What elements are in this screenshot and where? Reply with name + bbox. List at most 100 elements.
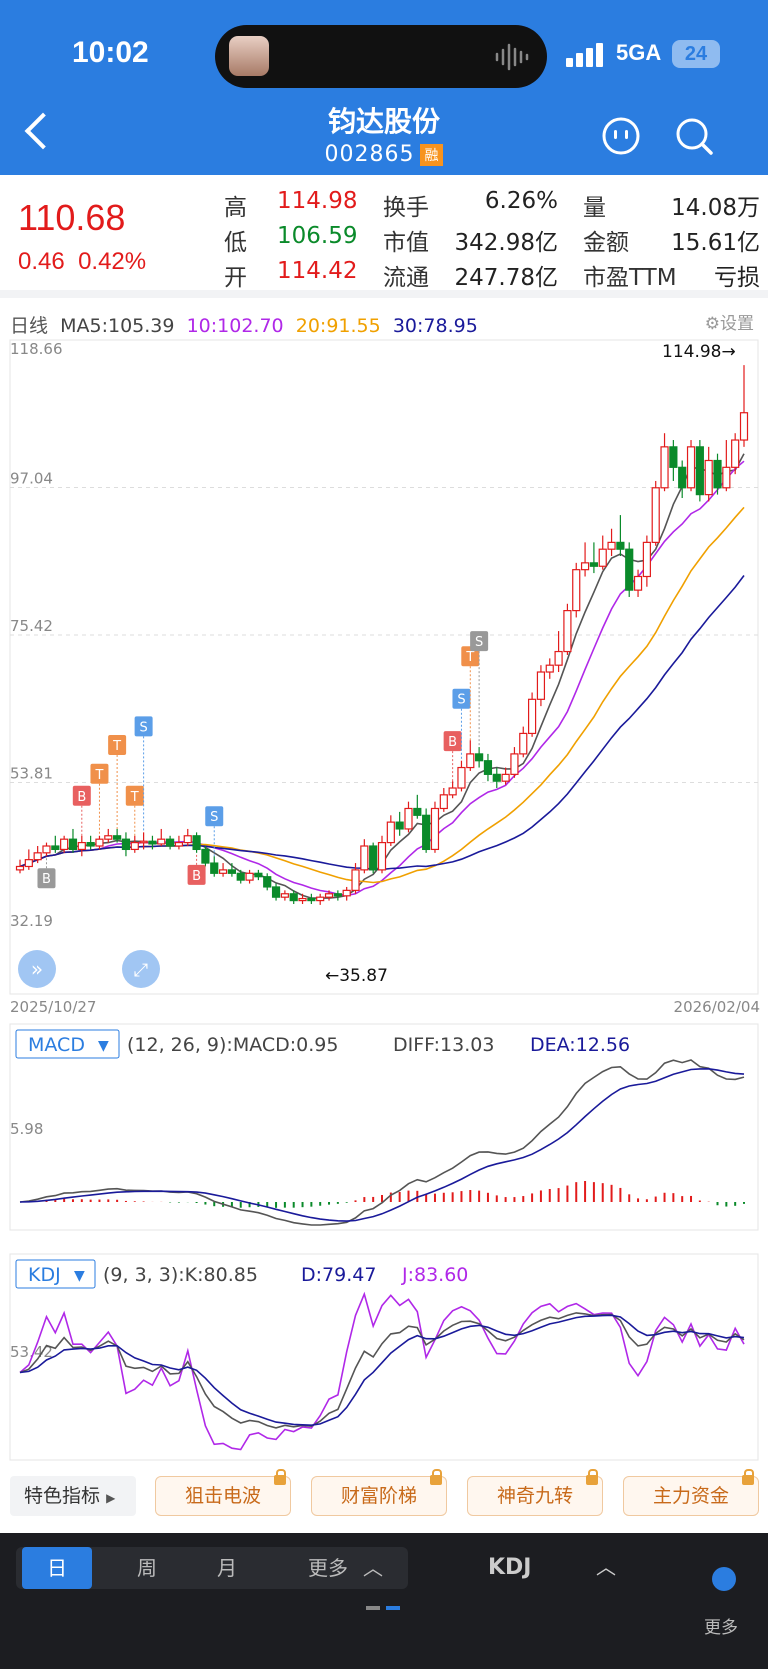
chip-label: 主力资金 [652, 1485, 729, 1507]
chip-wealth-ladder[interactable]: 财富阶梯 [311, 1469, 447, 1516]
signal-letter: S [210, 810, 218, 825]
stock-code-text: 002865 [324, 142, 415, 167]
more-icon[interactable] [712, 1567, 736, 1591]
ma30-value: 30:78.95 [392, 315, 478, 337]
candle [439, 794, 448, 810]
ma-line [19, 506, 745, 884]
candle [113, 835, 122, 840]
candle [307, 897, 316, 902]
quote-panel: 110.68 0.46 0.42% 高 114.98 低 106.59 开 11… [0, 175, 768, 298]
macd-dea: DEA:12.56 [530, 1034, 630, 1056]
candle [563, 610, 572, 653]
kline-axis-labels: 118.66 97.04 75.42 53.81 32.19 [10, 340, 63, 930]
signal-badge [125, 785, 144, 806]
chip-main-funds[interactable]: 主力资金 [623, 1469, 759, 1516]
ma-line [19, 575, 745, 871]
candle [121, 838, 131, 851]
kdj-d: D:79.47 [301, 1264, 376, 1286]
candle [263, 876, 272, 888]
y-tick-label: 97.04 [10, 470, 53, 488]
float-cap-label: 流通 [383, 265, 429, 291]
chevron-up-icon[interactable]: ︿ [596, 1555, 616, 1579]
candle [616, 541, 625, 550]
candle [201, 848, 210, 864]
last-price: 110.68 [18, 197, 126, 238]
candle [589, 562, 599, 567]
nav-left-icon[interactable]: » [18, 950, 56, 988]
signal-badge [90, 763, 109, 784]
candle [192, 835, 201, 851]
market-cap-label: 市值 [383, 230, 429, 256]
period-week-tab[interactable]: 周 [137, 1556, 157, 1580]
open-label: 开 [224, 265, 247, 291]
candle [448, 787, 457, 796]
settings-label: 设置 [720, 314, 754, 334]
pe-label: 市盈TTM [583, 265, 677, 291]
candle [360, 845, 369, 871]
candle [536, 671, 546, 700]
svg-text:⤢: ⤢ [134, 960, 149, 981]
candle [660, 446, 669, 489]
candle [483, 760, 493, 775]
candle [298, 897, 307, 902]
kdj-line [19, 1312, 745, 1429]
candle [86, 841, 95, 847]
candle [77, 841, 86, 851]
macd-line [19, 1059, 745, 1226]
signal-letter: B [448, 735, 457, 750]
candle [289, 893, 298, 902]
candle [210, 862, 219, 874]
amount-value: 15.61亿 [671, 230, 760, 256]
low-value: 106.59 [277, 223, 358, 249]
macd-y-tick: 5.98 [10, 1120, 43, 1138]
more-label[interactable]: 更多 [704, 1618, 738, 1638]
kdj-dropdown[interactable] [15, 1259, 96, 1289]
kdj-panel: KDJ ▼ (9, 3, 3):K:80.85 D:79.47 J:83.60 … [9, 1253, 759, 1461]
candle [510, 753, 519, 775]
candle [15, 865, 25, 871]
candle [731, 439, 740, 468]
signal-letter: T [112, 739, 121, 754]
page-indicator [366, 1606, 400, 1610]
period-month-tab[interactable]: 月 [217, 1556, 237, 1580]
macd-series [19, 1059, 745, 1226]
lock-icon [274, 1469, 286, 1485]
period-day-tab[interactable]: 日 [22, 1547, 92, 1589]
period-more-tab[interactable]: 更多 [308, 1556, 348, 1580]
candle [404, 807, 413, 830]
date-end: 2026/02/04 [674, 998, 760, 1016]
candle [739, 412, 749, 441]
expand-icon[interactable]: ⤢ [122, 950, 160, 988]
candle [625, 548, 634, 591]
change-value: 0.46 [18, 248, 65, 275]
high-label: 高 [224, 195, 247, 221]
signal-badge [205, 806, 224, 827]
candle [68, 838, 78, 851]
open-value: 114.42 [277, 258, 358, 284]
network-type: 5GA [616, 40, 662, 65]
feature-indicators-button[interactable]: 特色指标 ▶ [10, 1476, 136, 1516]
candle [333, 893, 342, 897]
turnover-value: 6.26% [484, 188, 558, 214]
high-value: 114.98 [277, 188, 358, 214]
chip-sniper-wave[interactable]: 狙击电波 [155, 1469, 291, 1516]
chip-magic-nine[interactable]: 神奇九转 [467, 1469, 603, 1516]
candle [598, 548, 607, 567]
signal-letter: S [457, 693, 465, 708]
macd-dropdown[interactable] [15, 1029, 120, 1059]
kdj-series [19, 1291, 745, 1451]
chevron-up-icon[interactable]: ︿ [363, 1556, 383, 1580]
candle [165, 838, 175, 847]
candle [280, 893, 289, 898]
chip-label: 狙击电波 [184, 1485, 261, 1507]
change-pct: 0.42% [78, 248, 147, 275]
margin-badge: 融 [420, 144, 444, 166]
settings-button[interactable]: ⚙设置 [705, 309, 754, 334]
candle [227, 869, 237, 874]
chat-icon[interactable] [601, 116, 641, 156]
ma-line [19, 460, 745, 897]
candle [430, 807, 440, 851]
search-icon[interactable] [674, 116, 714, 156]
indicator-selector[interactable]: KDJ [488, 1555, 532, 1580]
